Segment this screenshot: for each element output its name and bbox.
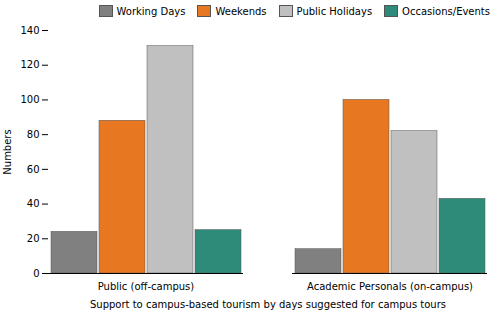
svg-text:0: 0 [33, 268, 39, 279]
svg-text:80: 80 [27, 129, 40, 140]
html-text:Occasions/Events: Occasions/Events [402, 5, 490, 17]
svg-text:Support to campus-based touris: Support to campus-based tourism by days … [90, 299, 446, 310]
html-text:Weekends: Weekends [215, 5, 267, 17]
svg-text:100: 100 [20, 94, 39, 105]
svg-text:120: 120 [20, 59, 39, 70]
svg-text:40: 40 [27, 198, 40, 209]
svg-text:20: 20 [27, 233, 40, 244]
html-text:Working Days: Working Days [116, 5, 186, 17]
svg-text:Public (off-campus): Public (off-campus) [98, 281, 195, 292]
svg-text:140: 140 [20, 25, 39, 36]
svg-text:60: 60 [27, 164, 40, 175]
svg-text:Academic Personals (on-campus): Academic Personals (on-campus) [307, 281, 473, 292]
html-text:Public Holidays: Public Holidays [296, 5, 373, 17]
svg-text:Numbers: Numbers [2, 129, 13, 174]
